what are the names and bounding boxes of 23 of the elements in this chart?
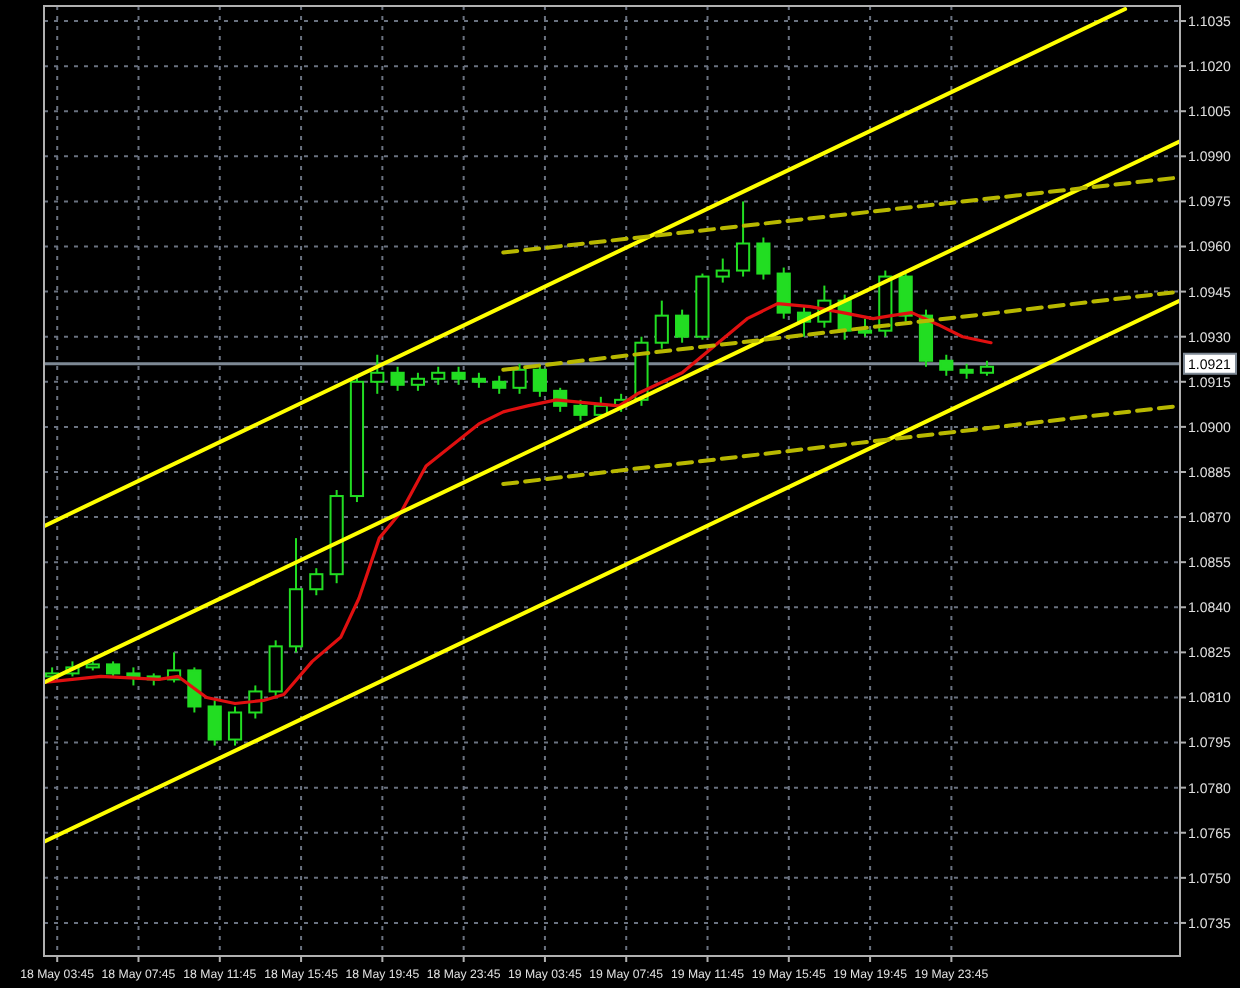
candlestick (654, 299, 669, 350)
candlestick (939, 353, 954, 377)
candlestick (492, 374, 507, 395)
candlestick (431, 365, 446, 386)
candlestick (756, 236, 771, 281)
candlestick (126, 666, 141, 687)
candlestick (309, 567, 324, 597)
candlestick (370, 353, 385, 395)
candlestick (390, 365, 405, 392)
candlestick (512, 362, 527, 395)
candlestick (675, 308, 690, 344)
candlestick (207, 699, 222, 747)
candlestick (715, 257, 730, 284)
candlestick (776, 266, 791, 320)
candlestick (410, 371, 426, 392)
candlestick (268, 639, 283, 699)
candlestick (735, 200, 751, 278)
candlestick (857, 317, 873, 338)
candlestick (573, 398, 588, 422)
candlestick (227, 705, 243, 747)
candlestick (451, 365, 466, 386)
candlestick (532, 365, 547, 398)
candlestick (898, 272, 913, 323)
